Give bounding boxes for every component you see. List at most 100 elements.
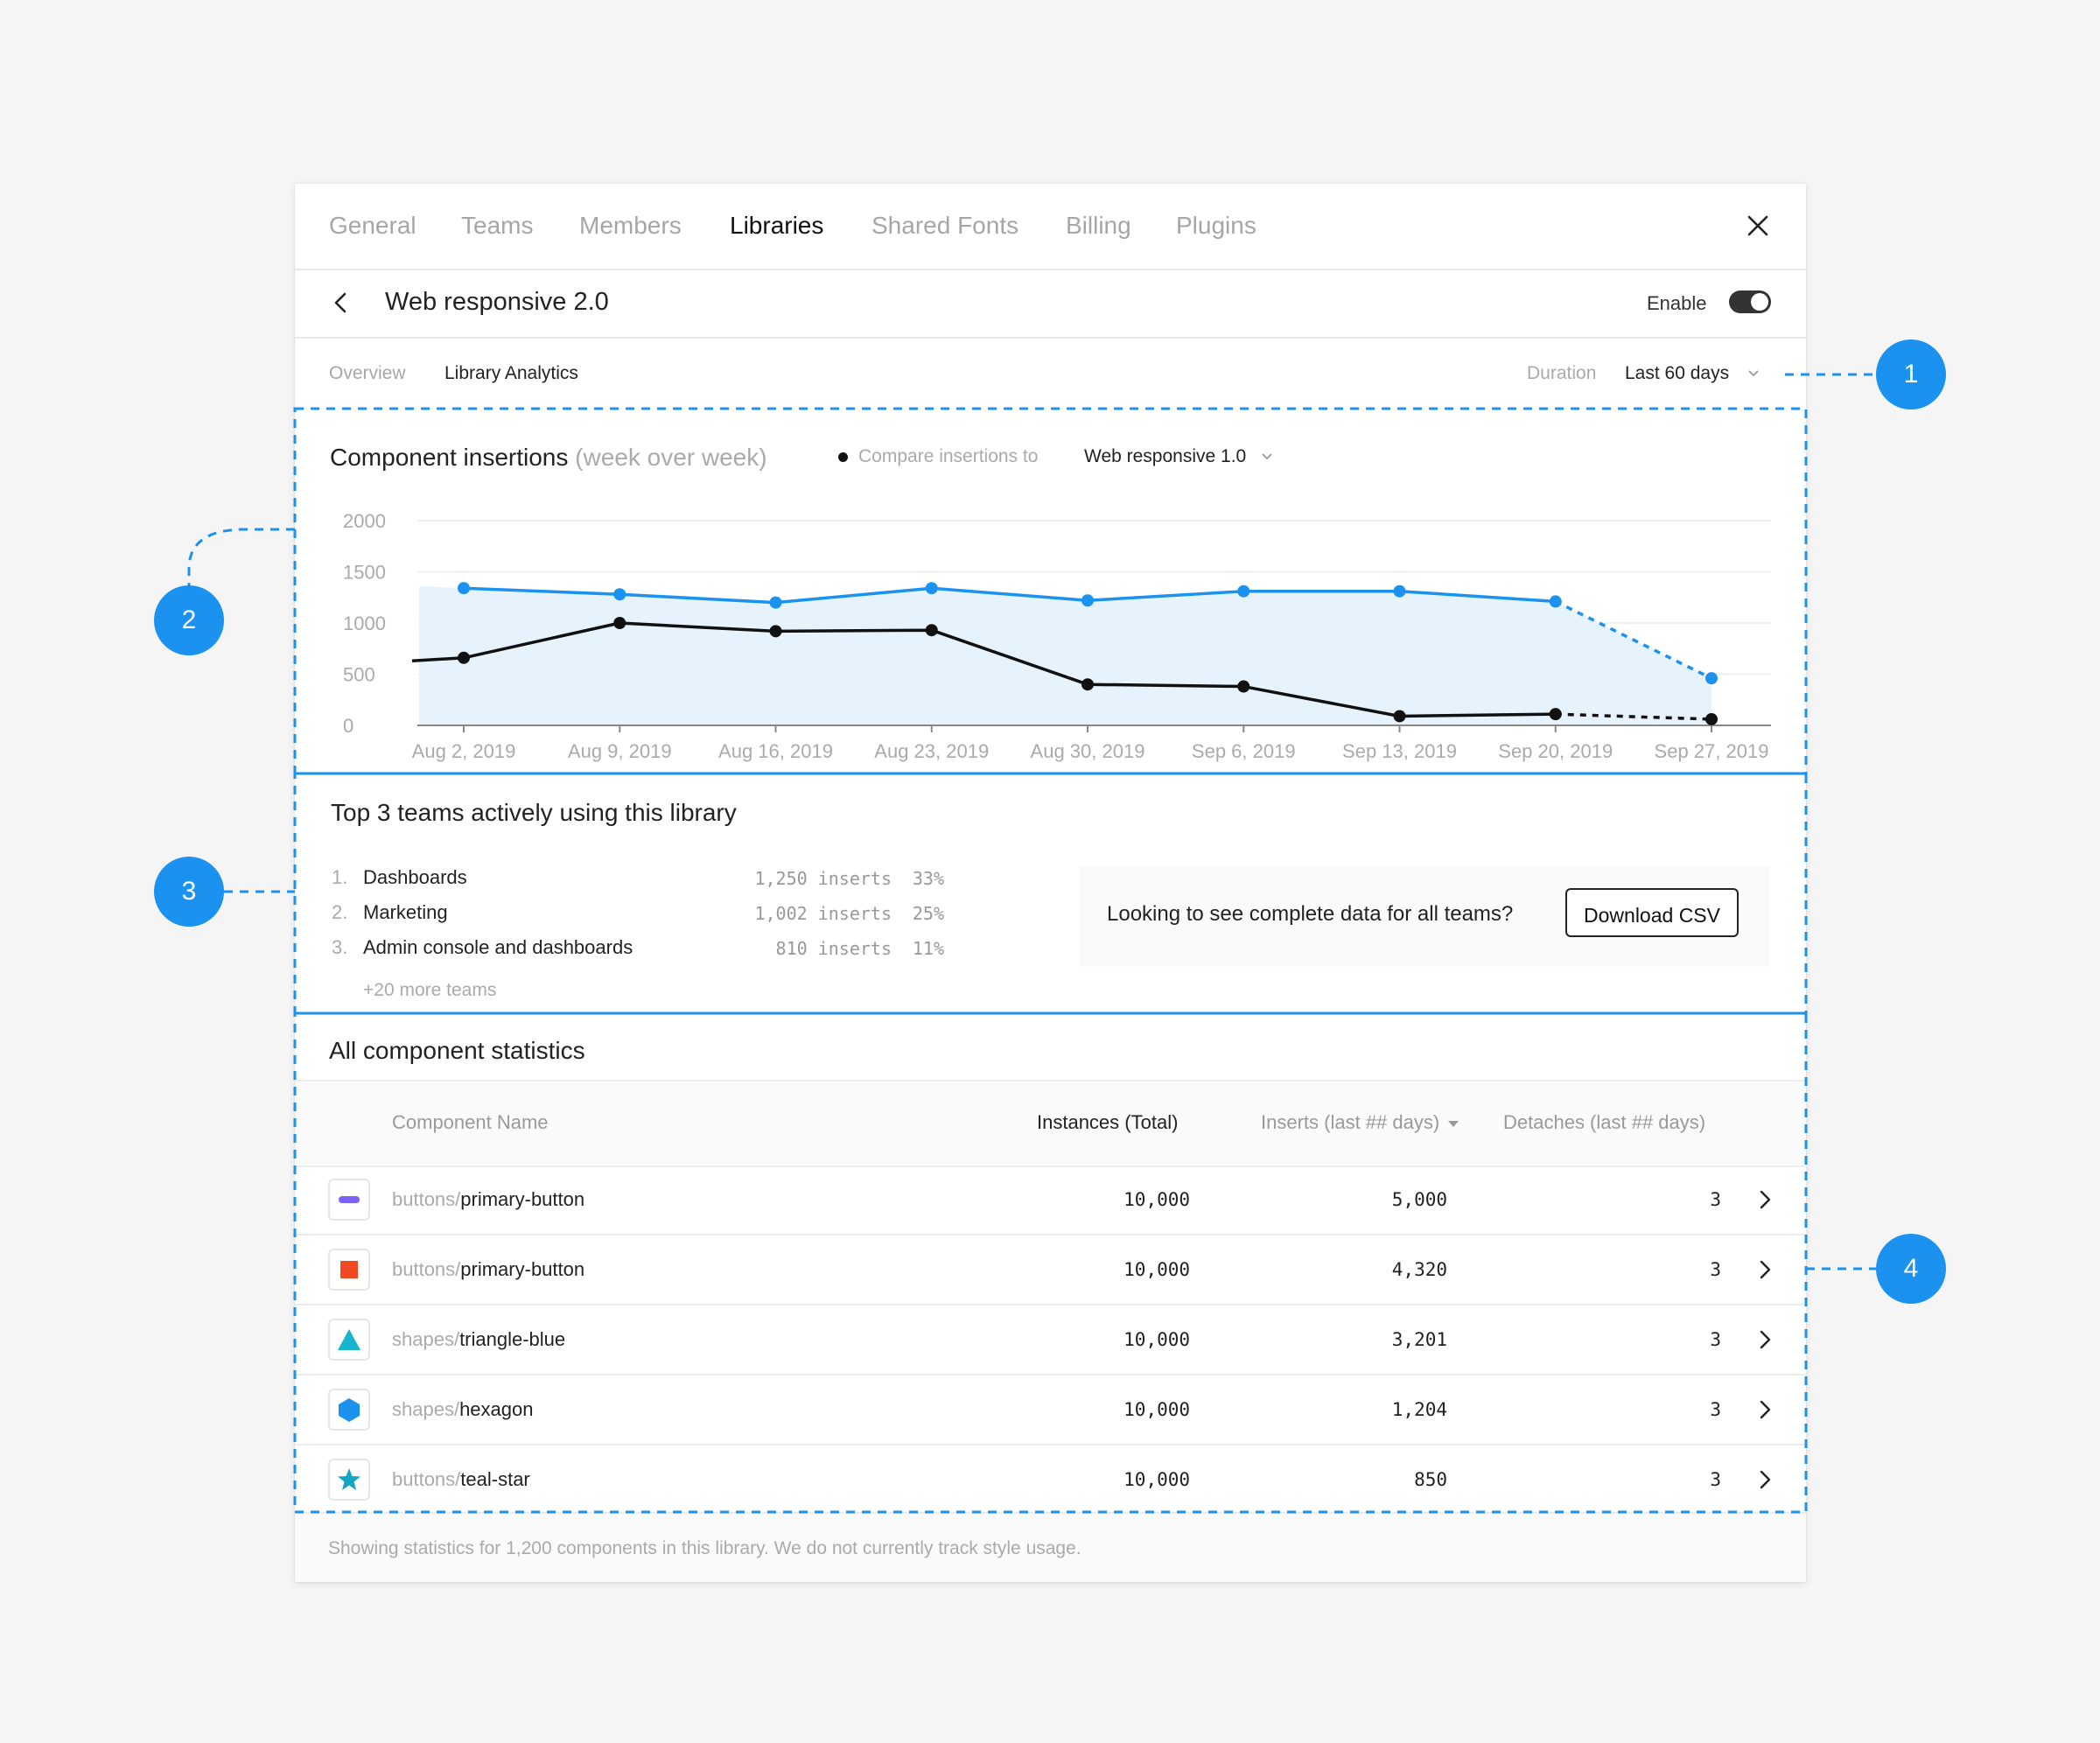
enable-toggle[interactable]: [1729, 290, 1771, 313]
component-short-name: hexagon: [459, 1398, 534, 1420]
compare-select[interactable]: Web responsive 1.0: [1084, 446, 1274, 467]
component-thumbnail: [328, 1459, 370, 1501]
col-instances[interactable]: Instances (Total): [1037, 1111, 1179, 1133]
data-point: [1082, 594, 1094, 607]
data-point: [1393, 710, 1406, 723]
team-name: Dashboards: [363, 866, 467, 888]
x-tick-label: Sep 6, 2019: [1192, 740, 1296, 762]
series-area: [419, 585, 1712, 725]
detaches-value: 3: [1710, 1469, 1721, 1490]
table-row[interactable]: shapes/hexagon 10,000 1,204 3: [295, 1376, 1806, 1446]
team-rank: 3.: [332, 936, 348, 958]
data-point: [613, 617, 626, 629]
chevron-down-icon: [1262, 453, 1272, 460]
component-thumbnail: [328, 1319, 370, 1361]
tab-general[interactable]: General: [329, 212, 416, 239]
table-row[interactable]: buttons/primary-button 10,000 5,000 3: [295, 1166, 1806, 1236]
component-name: buttons/primary-button: [392, 1188, 584, 1211]
team-percent: 11%: [912, 938, 944, 959]
component-thumbnail: [328, 1389, 370, 1431]
legend-dot-icon: [838, 452, 848, 462]
callout-badge-4: 4: [1876, 1234, 1946, 1304]
inserts-value: 1,204: [1391, 1399, 1447, 1420]
download-csv-button[interactable]: Download CSV: [1565, 888, 1739, 937]
team-percent: 33%: [912, 868, 944, 889]
triangle-icon: [338, 1329, 360, 1350]
data-point: [769, 625, 782, 638]
sort-down-icon: [1448, 1120, 1460, 1127]
col-detaches[interactable]: Detaches (last ## days): [1503, 1111, 1706, 1133]
y-tick-label: 2000: [343, 510, 386, 532]
col-component-name[interactable]: Component Name: [392, 1111, 549, 1133]
team-row: 1. Dashboards 1,250 inserts 33%: [332, 866, 979, 896]
data-point: [1705, 712, 1718, 725]
data-point: [613, 588, 626, 601]
component-name: buttons/primary-button: [392, 1258, 584, 1281]
x-tick-label: Aug 2, 2019: [412, 740, 516, 762]
inserts-value: 5,000: [1391, 1189, 1447, 1210]
data-point: [1705, 672, 1718, 685]
component-name: shapes/hexagon: [392, 1398, 533, 1421]
library-settings-modal: General Teams Members Libraries Shared F…: [295, 184, 1806, 1582]
team-inserts: 1,250 inserts: [754, 868, 892, 889]
col-inserts-label: Inserts (last ## days): [1261, 1111, 1440, 1133]
chevron-down-icon: [1748, 370, 1759, 377]
subtab-library-analytics[interactable]: Library Analytics: [444, 363, 578, 383]
tab-teams[interactable]: Teams: [461, 212, 534, 239]
tab-members[interactable]: Members: [579, 212, 682, 239]
back-arrow-icon[interactable]: [328, 288, 354, 318]
chevron-right-icon[interactable]: [1754, 1328, 1775, 1351]
chevron-right-icon[interactable]: [1754, 1398, 1775, 1421]
component-prefix: buttons/: [392, 1188, 461, 1210]
team-inserts: 1,002 inserts: [754, 903, 892, 924]
close-icon[interactable]: [1742, 210, 1774, 242]
team-row: 3. Admin console and dashboards 810 inse…: [332, 936, 979, 966]
table-row[interactable]: shapes/triangle-blue 10,000 3,201 3: [295, 1306, 1806, 1376]
table-row[interactable]: buttons/primary-button 10,000 4,320 3: [295, 1236, 1806, 1306]
y-tick-label: 500: [343, 664, 375, 686]
settings-tab-bar: General Teams Members Libraries Shared F…: [295, 184, 1806, 270]
component-prefix: shapes/: [392, 1398, 460, 1420]
csv-callout: Looking to see complete data for all tea…: [1079, 866, 1770, 967]
chevron-right-icon[interactable]: [1754, 1468, 1775, 1491]
component-name: buttons/teal-star: [392, 1468, 530, 1491]
instances-value: 10,000: [1124, 1469, 1190, 1490]
detaches-value: 3: [1710, 1329, 1721, 1350]
tab-shared-fonts[interactable]: Shared Fonts: [872, 212, 1019, 239]
subtab-overview[interactable]: Overview: [329, 363, 406, 383]
tab-billing[interactable]: Billing: [1066, 212, 1131, 239]
team-row: 2. Marketing 1,002 inserts 25%: [332, 901, 979, 931]
duration-select[interactable]: Last 60 days: [1625, 363, 1760, 384]
team-inserts: 810 inserts: [775, 938, 892, 959]
detaches-value: 3: [1710, 1189, 1721, 1210]
teams-section-title: Top 3 teams actively using this library: [331, 799, 737, 826]
chevron-right-icon[interactable]: [1754, 1258, 1775, 1281]
data-point: [769, 596, 782, 609]
team-percent: 25%: [912, 903, 944, 924]
chart-title-muted: (week over week): [575, 444, 767, 471]
component-short-name: primary-button: [460, 1188, 585, 1210]
pill-icon: [339, 1196, 360, 1203]
chevron-right-icon[interactable]: [1754, 1188, 1775, 1211]
inserts-value: 4,320: [1391, 1259, 1447, 1280]
instances-value: 10,000: [1124, 1329, 1190, 1350]
data-point: [1237, 584, 1250, 598]
data-point: [1393, 584, 1406, 598]
data-point: [1082, 678, 1094, 691]
component-thumbnail: [328, 1249, 370, 1291]
tab-libraries[interactable]: Libraries: [730, 212, 824, 239]
tab-plugins[interactable]: Plugins: [1176, 212, 1256, 239]
team-name: Admin console and dashboards: [363, 936, 634, 958]
library-header: Web responsive 2.0 Enable: [295, 269, 1806, 339]
component-prefix: buttons/: [392, 1468, 461, 1490]
component-short-name: teal-star: [460, 1468, 530, 1490]
connector-2: [187, 528, 295, 586]
more-teams-link[interactable]: +20 more teams: [363, 980, 497, 1000]
inserts-value: 3,201: [1391, 1329, 1447, 1350]
table-row[interactable]: buttons/teal-star 10,000 850 3: [295, 1446, 1806, 1516]
data-point: [1549, 595, 1562, 608]
col-inserts[interactable]: Inserts (last ## days): [1261, 1111, 1460, 1134]
component-short-name: triangle-blue: [459, 1328, 566, 1350]
x-tick-label: Sep 20, 2019: [1498, 740, 1613, 762]
component-prefix: shapes/: [392, 1328, 460, 1350]
